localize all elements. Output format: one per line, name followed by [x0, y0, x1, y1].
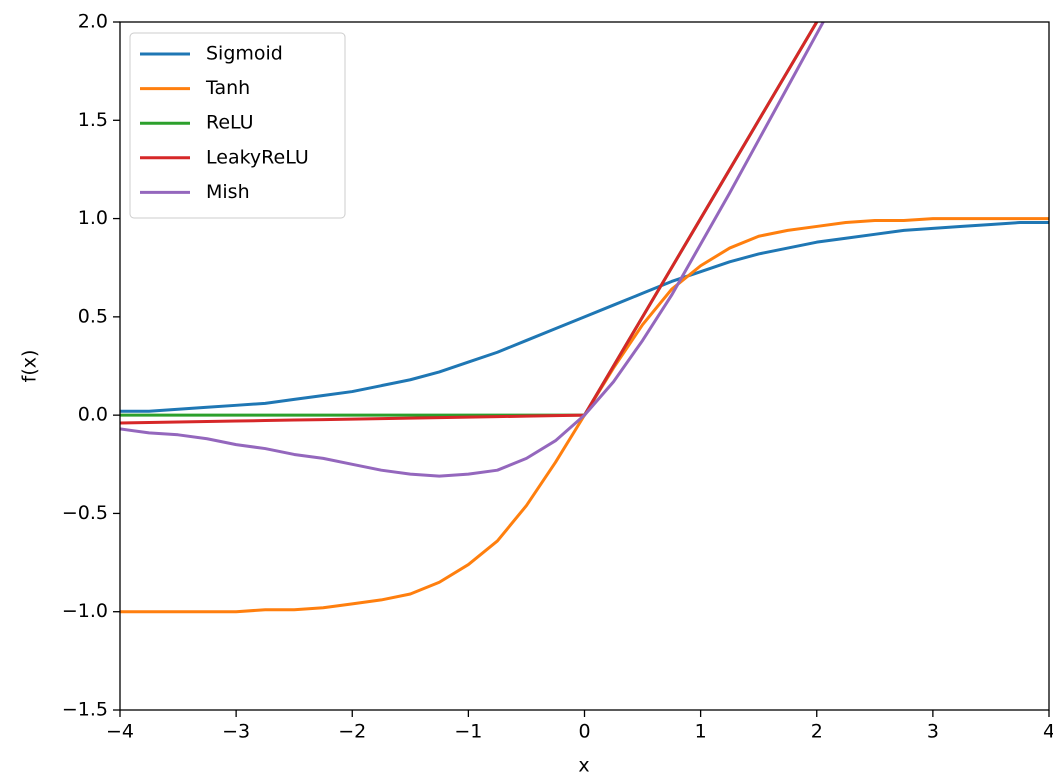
- y-tick-label: −1.0: [62, 600, 108, 622]
- series-line: [120, 22, 825, 478]
- x-tick-label: 4: [1043, 721, 1053, 743]
- x-tick-label: −3: [222, 721, 250, 743]
- x-tick-label: 1: [695, 721, 707, 743]
- y-tick-label: 0.5: [78, 305, 108, 327]
- x-tick-label: −4: [106, 721, 134, 743]
- legend-label: Mish: [206, 181, 250, 203]
- series-line: [120, 221, 1049, 413]
- y-tick-label: 2.0: [78, 11, 108, 33]
- legend-label: Sigmoid: [206, 43, 283, 65]
- legend-label: ReLU: [206, 112, 254, 134]
- y-tick-label: 1.0: [78, 207, 108, 229]
- y-tick-label: 1.5: [78, 109, 108, 131]
- y-tick-label: −0.5: [62, 502, 108, 524]
- x-tick-label: −2: [338, 721, 366, 743]
- y-tick-label: 0.0: [78, 404, 108, 426]
- legend-label: Tanh: [205, 77, 250, 99]
- y-tick-label: −1.5: [62, 699, 108, 721]
- legend-box: [129, 32, 346, 219]
- legend: Sigmoid Tanh ReLU LeakyReLU Mish: [129, 32, 346, 219]
- x-tick-label: 3: [927, 721, 939, 743]
- legend-label: LeakyReLU: [206, 146, 309, 168]
- x-tick-label: 2: [811, 721, 823, 743]
- x-axis-label: x: [578, 755, 589, 777]
- plot-lines: [120, 22, 1049, 614]
- x-tick-label: −1: [454, 721, 482, 743]
- x-tick-label: 0: [578, 721, 590, 743]
- y-axis-label: f(x): [19, 350, 41, 383]
